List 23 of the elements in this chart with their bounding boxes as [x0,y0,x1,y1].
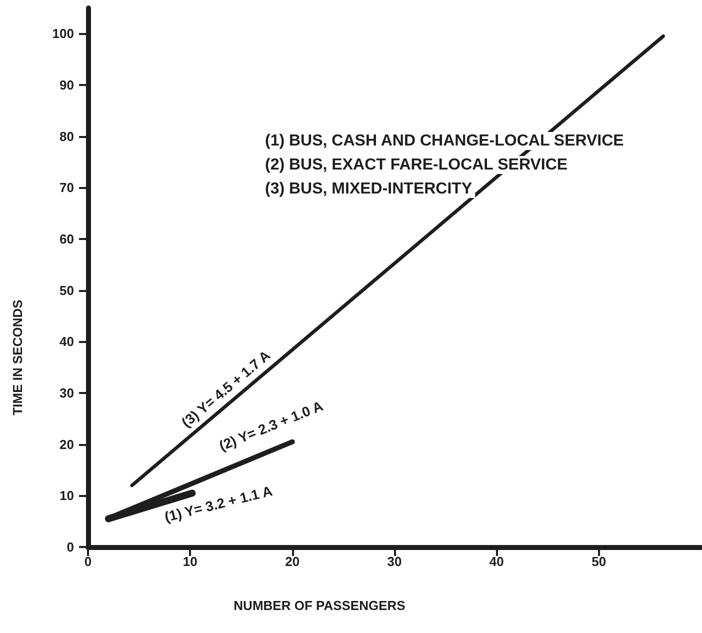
annotation: (1) Y= 3.2 + 1.1 A [162,482,274,525]
y-tick-label: 40 [60,334,74,350]
x-tick-label: 10 [182,554,198,569]
x-tick-label: 40 [489,554,504,569]
x-tick-label: 0 [84,554,92,569]
x-tick-label: 20 [285,554,300,569]
y-tick-label: 60 [60,232,74,246]
y-tick-label: 20 [60,436,74,452]
x-tick-label: 30 [387,554,402,569]
y-tick-label: 10 [60,488,74,504]
y-tick-label: 100 [52,26,74,42]
y-tick-label: 90 [60,78,74,92]
y-tick-label: 0 [66,540,74,554]
x-tick-label: 50 [592,554,606,569]
x-axis-title: NUMBER OF PASSENGERS [234,598,406,613]
annotation: (1) BUS, CASH AND CHANGE-LOCAL SERVICE [265,132,624,150]
annotation: (2) BUS, EXACT FARE-LOCAL SERVICE [265,156,568,174]
y-tick-label: 30 [60,386,74,400]
y-tick-label: 70 [60,180,74,196]
y-tick-label: 50 [60,282,74,298]
y-tick-label: 80 [60,128,74,144]
annotation: (3) BUS, MIXED-INTERCITY [265,180,472,198]
y-axis-title: TIME IN SECONDS [10,299,25,416]
